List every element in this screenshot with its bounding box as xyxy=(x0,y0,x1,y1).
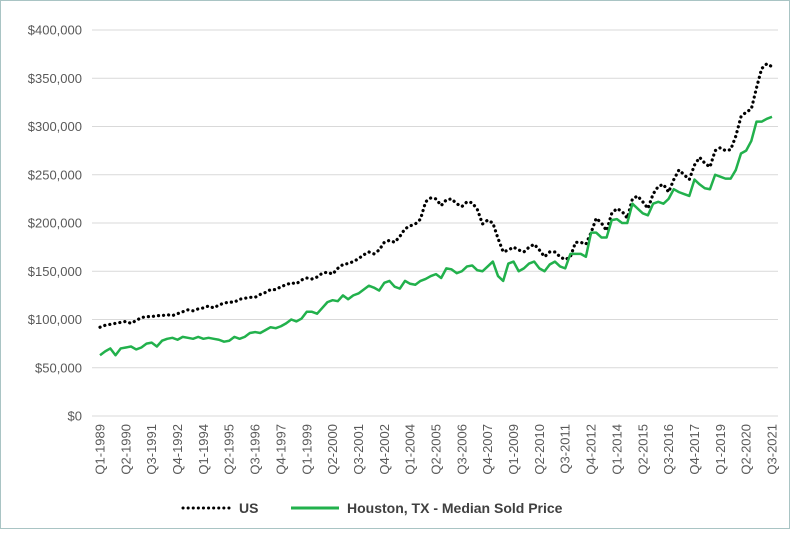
x-tick-label: Q2-1990 xyxy=(118,424,133,475)
x-tick-label: Q3-1991 xyxy=(144,424,159,475)
x-tick-label: Q2-2005 xyxy=(429,424,444,475)
x-tick-label: Q3-2006 xyxy=(454,424,469,475)
x-tick-label: Q4-1997 xyxy=(273,424,288,475)
x-tick-label: Q4-1992 xyxy=(170,424,185,475)
x-tick-label: Q3-1996 xyxy=(248,424,263,475)
x-tick-label: Q2-1995 xyxy=(222,424,237,475)
y-tick-label: $0 xyxy=(68,409,82,424)
x-tick-label: Q2-2000 xyxy=(325,424,340,475)
y-tick-label: $150,000 xyxy=(28,264,82,279)
legend: US Houston, TX - Median Sold Price xyxy=(181,500,563,516)
x-tick-label: Q1-1989 xyxy=(93,424,108,475)
x-tick-label: Q1-1999 xyxy=(299,424,314,475)
x-tick-label: Q3-2016 xyxy=(661,424,676,475)
y-tick-label: $200,000 xyxy=(28,216,82,231)
series-line xyxy=(99,115,773,357)
legend-label: Houston, TX - Median Sold Price xyxy=(347,500,563,516)
x-tick-label: Q4-2007 xyxy=(480,424,495,475)
x-tick-label: Q1-1994 xyxy=(196,424,211,475)
x-tick-label: Q1-2009 xyxy=(506,424,521,475)
y-tick-label: $50,000 xyxy=(35,360,82,375)
x-tick-label: Q2-2020 xyxy=(739,424,754,475)
x-tick-label: Q1-2014 xyxy=(609,424,624,475)
x-tick-label: Q3-2021 xyxy=(765,424,780,475)
x-tick-label: Q3-2001 xyxy=(351,424,366,475)
x-tick-label: Q2-2015 xyxy=(635,424,650,475)
legend-label: US xyxy=(239,500,258,516)
x-tick-label: Q1-2019 xyxy=(713,424,728,475)
x-tick-label: Q3-2011 xyxy=(558,424,573,474)
x-tick-label: Q4-2002 xyxy=(377,424,392,475)
x-tick-label: Q2-2010 xyxy=(532,424,547,475)
y-tick-label: $400,000 xyxy=(28,23,82,38)
y-tick-label: $350,000 xyxy=(28,71,82,86)
y-tick-label: $250,000 xyxy=(28,167,82,182)
x-tick-label: Q4-2017 xyxy=(687,424,702,475)
y-tick-label: $100,000 xyxy=(28,312,82,327)
x-tick-label: Q1-2004 xyxy=(403,424,418,475)
series-line xyxy=(98,62,774,329)
x-tick-label: Q4-2012 xyxy=(584,424,599,475)
y-tick-label: $300,000 xyxy=(28,119,82,134)
